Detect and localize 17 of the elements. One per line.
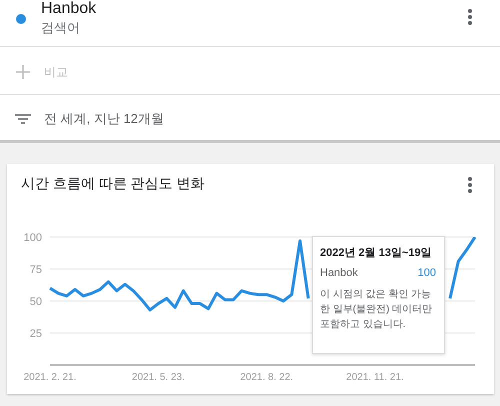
chart-title: 시간 흐름에 따른 관심도 변화 xyxy=(21,175,205,193)
y-tick-label: 75 xyxy=(30,264,42,276)
y-tick-label: 25 xyxy=(30,328,42,340)
y-tick-label: 100 xyxy=(24,232,42,244)
annotation: 100 xyxy=(418,267,436,279)
y-tick-label: 50 xyxy=(30,296,42,308)
annotation: 2022년 2월 13일~19일 xyxy=(320,246,432,260)
legend-label: Hanbok xyxy=(41,0,96,18)
x-tick-label: 2021. 8. 22. xyxy=(240,372,294,384)
annotation: 이 시점의 값은 확인 가능한 일부(불완전) 데이터만 포함하고 있습니다. xyxy=(320,288,434,332)
text: 검색어 xyxy=(41,19,80,37)
x-tick-label: 2021. 11. 21. xyxy=(346,372,404,384)
text: 비교 xyxy=(44,64,68,81)
x-tick-label: 2021. 5. 23. xyxy=(132,372,185,384)
text: Hanbok xyxy=(320,267,358,279)
x-tick-label: 2021. 2. 21. xyxy=(24,372,76,384)
text: 전 세계, 지난 12개월 xyxy=(44,110,164,128)
